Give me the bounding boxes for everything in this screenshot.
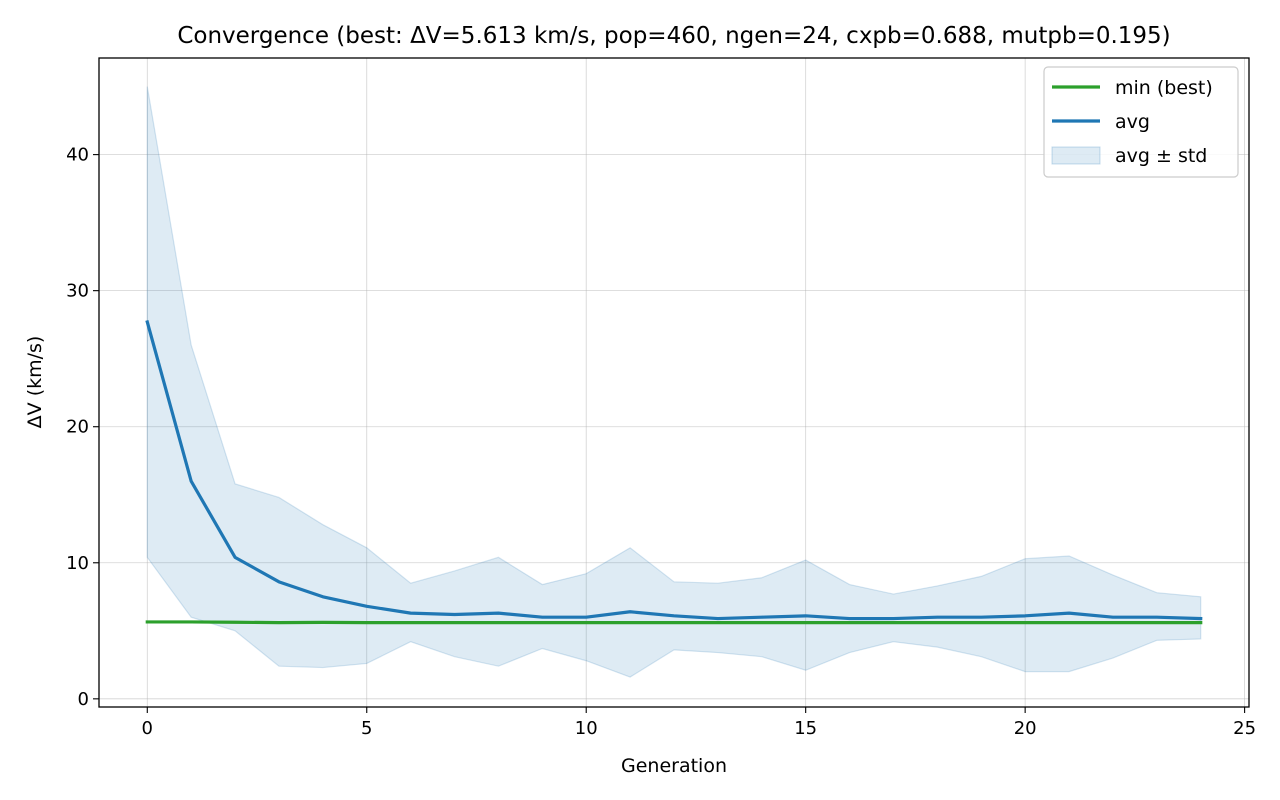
grid (99, 58, 1249, 707)
x-tick-label: 20 (1014, 718, 1037, 739)
series-layer (145, 319, 1203, 625)
y-tick-label: 10 (66, 553, 89, 574)
series-line-avg (145, 319, 1203, 621)
y-tick-label: 40 (66, 145, 89, 166)
y-axis-label: ΔV (km/s) (24, 336, 46, 429)
x-tick-label: 5 (361, 718, 372, 739)
x-tick-label: 0 (142, 718, 153, 739)
x-tick-label: 10 (575, 718, 598, 739)
y-axis-ticks: 0 10 20 30 40 (66, 145, 99, 710)
legend-label-min: min (best) (1115, 77, 1213, 99)
std-band (146, 86, 1202, 678)
y-tick-label: 20 (66, 417, 89, 438)
series-line-min-best (145, 620, 1203, 625)
axes-frame (98, 57, 1250, 708)
legend-label-avg: avg (1115, 111, 1150, 133)
y-tick-label: 0 (78, 689, 89, 710)
legend-label-band: avg ± std (1115, 145, 1207, 167)
x-tick-label: 25 (1233, 718, 1256, 739)
x-axis-ticks: 0 5 10 15 20 25 (142, 707, 1256, 739)
x-axis-label: Generation (621, 755, 727, 777)
y-tick-label: 30 (66, 281, 89, 302)
std-band-layer (146, 86, 1202, 678)
chart-title: Convergence (best: ΔV=5.613 km/s, pop=46… (177, 23, 1170, 49)
legend-box (1043, 66, 1239, 178)
x-tick-label: 15 (794, 718, 817, 739)
legend-swatch-band (1051, 146, 1101, 165)
legend: min (best) avg avg ± std (1043, 66, 1239, 178)
